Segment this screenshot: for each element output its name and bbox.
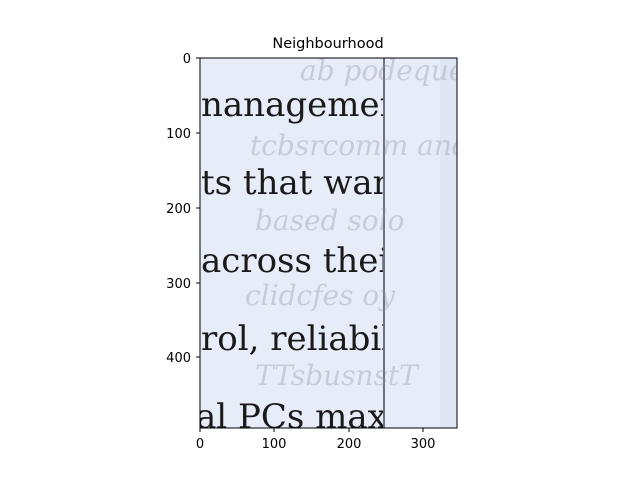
y-tick-label: 100 — [166, 127, 191, 142]
ghost-text-layer: ab podeques tcbsrcomm and based solo cli… — [245, 54, 480, 392]
paper-edge-shade — [440, 58, 457, 428]
image-background — [200, 58, 457, 428]
ghost-line: based solo — [255, 204, 404, 237]
x-tick-label: 0 — [196, 437, 204, 452]
x-axis: 0 100 200 300 — [196, 428, 436, 452]
x-tick-label: 300 — [411, 437, 436, 452]
ghost-line: clidcfes oy — [245, 279, 396, 312]
x-tick-label: 200 — [337, 437, 362, 452]
y-tick-label: 400 — [166, 351, 191, 366]
figure-title: Neighbourhood — [272, 36, 383, 52]
text-line-2: ts that want — [201, 163, 408, 203]
y-axis: 0 100 200 300 400 — [166, 52, 200, 366]
image-area: ab podeques tcbsrcomm and based solo cli… — [196, 54, 480, 437]
ghost-line: TTsbusnstT — [255, 359, 420, 392]
x-tick-label: 100 — [262, 437, 287, 452]
text-line-3: across their — [201, 241, 406, 281]
ghost-line: tcbsrcomm and — [250, 129, 470, 162]
y-tick-label: 0 — [183, 52, 191, 67]
y-tick-label: 300 — [166, 277, 191, 292]
axes-frame — [199, 57, 458, 429]
scanned-text-layer: nanagement ts that want across their rol… — [196, 85, 415, 437]
y-tick-label: 200 — [166, 202, 191, 217]
text-line-1: nanagement — [201, 85, 415, 125]
ghost-line: ab podeques — [300, 54, 480, 87]
text-line-5: al PCs max- — [196, 397, 398, 437]
text-line-4: rol, reliabil- — [201, 319, 404, 359]
column-divider — [383, 58, 385, 428]
